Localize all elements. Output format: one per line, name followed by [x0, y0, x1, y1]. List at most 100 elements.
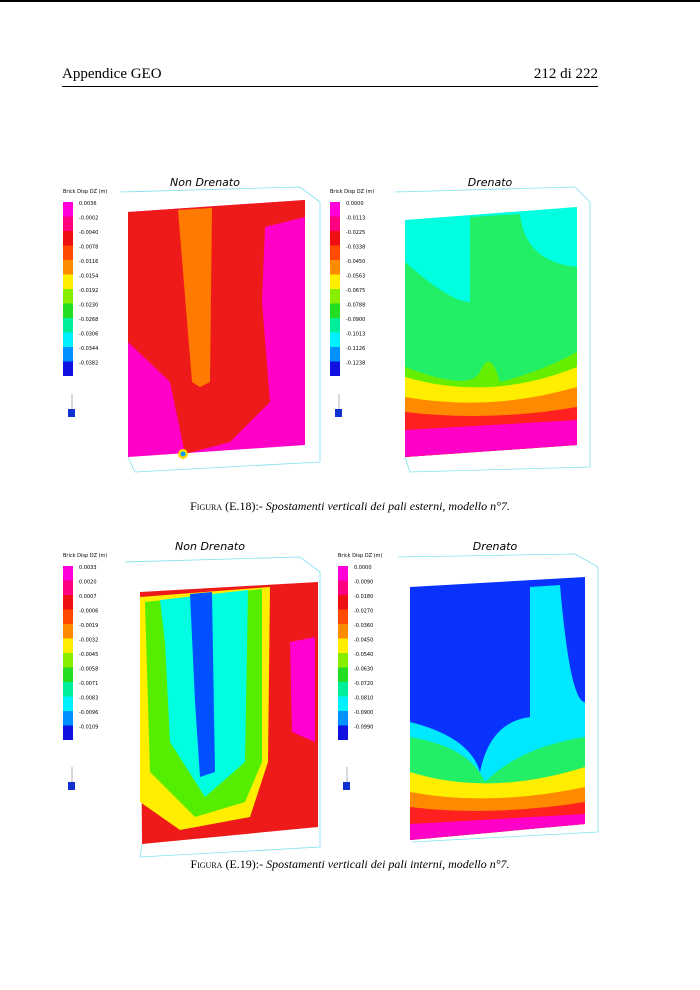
legend-value: -0.0096 — [79, 710, 98, 716]
legend-title: Brick Disp DZ (m) — [63, 189, 107, 195]
legend-swatch — [330, 289, 340, 304]
legend-swatch — [330, 361, 340, 376]
legend-value: 0.0020 — [79, 580, 97, 586]
page-number: 212 di 222 — [533, 66, 598, 82]
legend-value: -0.0338 — [346, 245, 365, 251]
legend-value: -0.1126 — [346, 346, 365, 352]
legend-title: Brick Disp DZ (m) — [63, 553, 107, 559]
legend-value: -0.1013 — [346, 332, 365, 338]
legend-value: -0.0900 — [354, 710, 373, 716]
legend-swatch — [330, 245, 340, 260]
legend-swatch — [330, 216, 340, 231]
legend-swatch — [338, 595, 348, 610]
legend-value: -0.0788 — [346, 303, 365, 309]
legend-value: 0.0036 — [79, 201, 97, 207]
legend-value: -0.0720 — [354, 681, 373, 687]
panel-title: Non Drenato — [175, 540, 245, 553]
legend-swatch — [63, 667, 73, 682]
legend-swatch — [63, 289, 73, 304]
legend-value: -0.0192 — [79, 288, 98, 294]
legend-swatch — [330, 202, 340, 217]
legend-value: -0.0083 — [79, 696, 98, 702]
caption: Figura (E.18):- Spostamenti verticali de… — [0, 499, 700, 514]
legend-value: -0.0040 — [79, 230, 98, 236]
legend-swatch — [338, 609, 348, 624]
legend-swatch — [63, 260, 73, 275]
legend-value: -0.0630 — [354, 667, 373, 673]
legend-swatch — [330, 303, 340, 318]
legend-swatch — [63, 566, 73, 581]
axis-icon — [68, 394, 350, 790]
legend-swatch — [338, 580, 348, 595]
legend-swatch — [63, 725, 73, 740]
legend-value: -0.0113 — [346, 216, 365, 222]
legend-value: -0.0071 — [79, 681, 98, 687]
legend-value: -0.0675 — [346, 288, 365, 294]
legend-value: 0.0000 — [354, 565, 372, 571]
legend-value: -0.0002 — [79, 216, 98, 222]
legend-value: -0.0109 — [79, 725, 98, 731]
legend-value: -0.0225 — [346, 230, 365, 236]
legend-value: -0.0344 — [79, 346, 98, 352]
legend-swatch — [338, 566, 348, 581]
caption-text: Spostamenti verticali dei pali interni, … — [266, 857, 510, 871]
legend-value: 0.0033 — [79, 565, 97, 571]
legend-swatch — [338, 624, 348, 639]
caption: Figura (E.19):- Spostamenti verticali de… — [0, 857, 700, 872]
legend-title: Brick Disp DZ (m) — [330, 189, 374, 195]
legend-swatch — [338, 725, 348, 740]
panel-title: Non Drenato — [170, 176, 240, 189]
legend-value: -0.0268 — [79, 317, 98, 323]
contour-plot — [119, 186, 321, 473]
legend-swatch — [330, 260, 340, 275]
caption-label: Figura (E.19):- — [190, 857, 264, 871]
legend-value: -0.0306 — [79, 332, 98, 338]
header-title: Appendice GEO — [62, 66, 162, 82]
panel-title: Drenato — [468, 176, 513, 189]
legend-value: -0.0810 — [354, 696, 373, 702]
legend-swatch — [63, 303, 73, 318]
legend-value: -0.0032 — [79, 638, 98, 644]
legend-title: Brick Disp DZ (m) — [338, 553, 382, 559]
legend-swatch — [330, 347, 340, 362]
legend-value: -0.0090 — [354, 580, 373, 586]
legend-value: -0.0900 — [346, 317, 365, 323]
legend-value: -0.0270 — [354, 609, 373, 615]
legend-value: -0.0058 — [79, 667, 98, 673]
legend-swatch — [63, 347, 73, 362]
legend-swatch — [63, 202, 73, 217]
legend-value: -0.0360 — [354, 623, 373, 629]
legend-swatch — [338, 638, 348, 653]
legend-swatch — [338, 711, 348, 726]
legend-swatch — [63, 595, 73, 610]
legend-swatch — [63, 580, 73, 595]
legend-swatch — [63, 609, 73, 624]
legend-swatch — [338, 653, 348, 668]
legend-value: -0.0180 — [354, 594, 373, 600]
legend-value: 0.0007 — [79, 594, 97, 600]
legend-value: -0.0006 — [79, 609, 98, 615]
legend-swatch — [63, 653, 73, 668]
legend-swatch — [63, 711, 73, 726]
contour-plot — [394, 186, 591, 473]
legend-value: -0.0019 — [79, 623, 98, 629]
legend-swatch — [63, 231, 73, 246]
contour-plot — [397, 553, 599, 843]
legend-value: -0.0154 — [79, 274, 98, 280]
legend-value: 0.0000 — [346, 201, 364, 207]
legend-swatch — [338, 667, 348, 682]
contour-plot — [124, 556, 321, 858]
legend-swatch — [63, 682, 73, 697]
legend-swatch — [63, 624, 73, 639]
legend-swatch — [63, 332, 73, 347]
legend-swatch — [330, 231, 340, 246]
legend-value: -0.0450 — [346, 259, 365, 265]
legend-swatch — [330, 332, 340, 347]
panel-title: Drenato — [473, 540, 518, 553]
legend-swatch — [330, 274, 340, 289]
legend-swatch — [63, 274, 73, 289]
legend-swatch — [63, 361, 73, 376]
legend-swatch — [63, 638, 73, 653]
legend-value: -0.0563 — [346, 274, 365, 280]
header-rule — [62, 86, 598, 87]
